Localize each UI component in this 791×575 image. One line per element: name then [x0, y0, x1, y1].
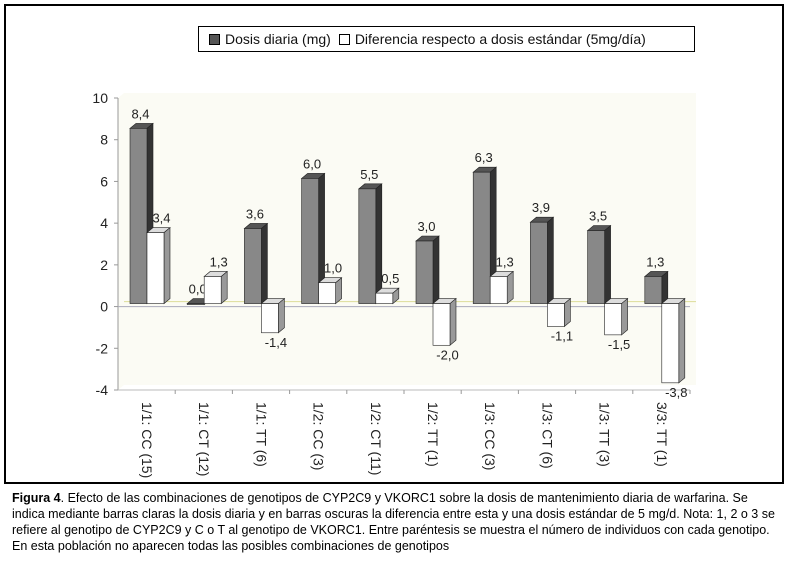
bar-side	[661, 270, 669, 305]
legend-swatch-dark	[209, 33, 220, 45]
legend-label: Dosis diaria (mg)	[225, 31, 331, 47]
y-tick-label: 0	[100, 299, 108, 315]
data-label: 5,5	[360, 167, 378, 182]
bar-dosis	[530, 221, 548, 304]
bar-diferencia	[375, 292, 394, 304]
category-label: 1/1: CC (15)	[139, 402, 155, 478]
category-label: 1/1: CT (12)	[196, 402, 212, 476]
data-label: 3,4	[152, 211, 170, 226]
bar-dosis	[415, 240, 434, 304]
caption-label: Figura 4	[12, 491, 61, 505]
caption-text: . Efecto de las combinaciones de genotip…	[12, 491, 775, 553]
bar-diferencia	[604, 303, 622, 336]
y-tick-label: 8	[100, 132, 108, 148]
bar-side	[220, 270, 228, 305]
data-label: 6,0	[303, 156, 321, 171]
category-label: 1/2: CC (3)	[311, 402, 327, 470]
data-label: 0,5	[381, 271, 399, 286]
bar-side	[449, 297, 457, 346]
category-label: 1/3: TT (3)	[597, 402, 613, 467]
y-tick-label: 2	[100, 257, 108, 273]
legend-swatch-light	[338, 33, 350, 45]
bar-side	[604, 224, 611, 305]
bar-diferencia	[547, 303, 565, 327]
data-label: 1,3	[646, 254, 664, 269]
data-label: 0,0	[189, 282, 207, 297]
bar-side	[621, 297, 628, 336]
bar-diferencia	[146, 232, 165, 304]
category-label: 1/3: CT (6)	[539, 402, 555, 469]
category-label: 1/2: CT (11)	[368, 402, 384, 475]
bar-side	[678, 297, 686, 384]
bar-diferencia	[661, 303, 680, 384]
category-label: 1/2: TT (1)	[425, 402, 441, 467]
data-label: 1,3	[210, 254, 228, 269]
y-tick-label: 10	[92, 90, 108, 106]
bar-dosis	[301, 178, 319, 304]
figure-frame	[4, 4, 784, 484]
bar-dosis	[472, 171, 491, 304]
bar-diferencia	[261, 303, 279, 334]
data-label: 6,3	[475, 150, 493, 165]
bar-dosis	[186, 303, 205, 305]
data-label: -3,8	[665, 385, 687, 400]
legend-item-dosis: Dosis diaria (mg)	[209, 31, 331, 47]
category-label: 1/3: CC (3)	[482, 402, 498, 470]
legend-label: Diferencia respecto a dosis estándar (5m…	[354, 31, 646, 47]
bar-dosis	[644, 276, 663, 304]
legend-item-diferencia: Diferencia respecto a dosis estándar (5m…	[338, 31, 646, 47]
figure-caption: Figura 4. Efecto de las combinaciones de…	[12, 490, 782, 554]
y-tick-label: -4	[96, 382, 109, 398]
bar-side	[163, 227, 171, 305]
bar-side	[564, 297, 571, 328]
bar-side	[547, 216, 554, 305]
bar-diferencia	[489, 276, 508, 304]
bar-side	[261, 222, 268, 305]
bar-side	[432, 235, 440, 305]
category-label: 1/1: TT (6)	[253, 402, 269, 467]
bar-dosis	[129, 128, 148, 304]
data-label: 8,4	[131, 106, 149, 121]
data-label: -1,4	[265, 335, 287, 350]
data-label: 3,0	[417, 219, 435, 234]
data-label: -1,5	[608, 337, 630, 352]
bar-diferencia	[432, 303, 451, 346]
data-label: -2,0	[436, 347, 458, 362]
data-label: 3,6	[246, 206, 264, 221]
category-label: 3/3: TT (1)	[654, 402, 670, 467]
bar-dosis	[587, 230, 605, 304]
bar-side	[506, 270, 514, 305]
y-tick-label: -2	[96, 340, 109, 356]
y-tick-label: 6	[100, 173, 108, 189]
bar-dosis	[244, 228, 262, 304]
y-tick-label: 4	[100, 215, 108, 231]
bar-side	[278, 297, 285, 334]
bar-diferencia	[203, 276, 222, 304]
data-label: 3,9	[532, 200, 550, 215]
bar-side	[335, 277, 342, 305]
data-label: 1,0	[324, 261, 342, 276]
chart-legend: Dosis diaria (mg) Diferencia respecto a …	[198, 26, 695, 52]
data-label: 1,3	[496, 254, 514, 269]
bar-dosis	[358, 188, 377, 304]
data-label: 3,5	[589, 209, 607, 224]
data-label: -1,1	[551, 329, 573, 344]
bar-diferencia	[318, 282, 336, 304]
